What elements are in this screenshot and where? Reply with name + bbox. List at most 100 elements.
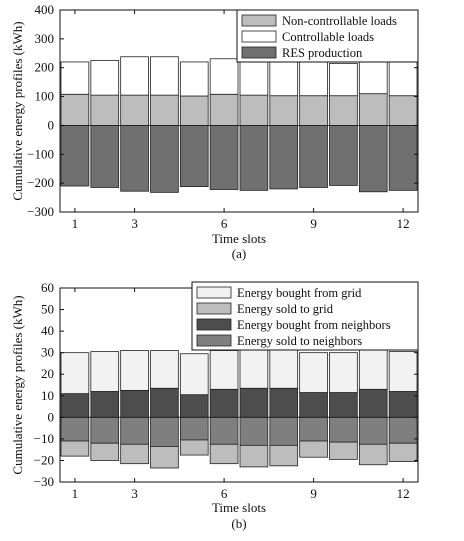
- bar-energy-sold-to-neighbors-7: [239, 416, 269, 446]
- legend-label: Energy bought from neighbors: [237, 318, 391, 332]
- y-tick-label: −10: [34, 431, 54, 446]
- y-axis-label: Cumulative energy profiles (kWh): [10, 295, 25, 474]
- y-tick-label: −200: [27, 175, 54, 190]
- y-tick-label: 10: [41, 388, 54, 403]
- bar-energy-sold-to-neighbors-4: [150, 416, 179, 447]
- bar-energy-bought-from-grid-8: [269, 347, 299, 389]
- bar-energy-bought-from-grid-1: [60, 352, 90, 395]
- bar-energy-bought-from-neighbors-9: [299, 392, 328, 418]
- bar-controllable-loads-3: [120, 56, 149, 96]
- bar-res-production-8: [269, 125, 299, 190]
- bar-energy-sold-to-neighbors-5: [179, 416, 209, 441]
- bar-energy-sold-to-grid-11: [358, 443, 388, 466]
- bar-energy-bought-from-neighbors-11: [358, 388, 388, 418]
- bar-energy-bought-from-grid-2: [90, 351, 120, 392]
- y-tick-label: −100: [27, 146, 54, 161]
- bar-res-production-5: [179, 125, 209, 188]
- bar-energy-bought-from-grid-7: [239, 347, 269, 389]
- bar-energy-bought-from-grid-11: [358, 349, 388, 390]
- bar-energy-bought-from-grid-12: [388, 351, 418, 392]
- bar-non-controllable-loads-2: [90, 94, 120, 126]
- bar-energy-bought-from-grid-5: [179, 353, 209, 396]
- legend-label: Energy sold to grid: [237, 302, 334, 316]
- bar-energy-bought-from-neighbors-12: [388, 391, 418, 418]
- bar-controllable-loads-7: [239, 58, 269, 96]
- bar-energy-sold-to-neighbors-6: [209, 416, 239, 445]
- bar-controllable-loads-5: [179, 61, 209, 97]
- y-tick-label: −20: [34, 452, 54, 467]
- bar-res-production-12: [388, 125, 418, 191]
- legend-label: Energy bought from grid: [237, 286, 362, 300]
- y-axis: −300 −200 −100 0 100 200 300 400: [27, 2, 418, 219]
- legend-swatch: [241, 14, 277, 27]
- bar-non-controllable-loads-3: [120, 94, 149, 126]
- bar-energy-sold-to-neighbors-11: [358, 416, 388, 445]
- chart-b: −30 −20 −10 0 10 20 30 40 50 60 1 3 6 9 12 Time slots Cu…: [10, 280, 419, 531]
- bars: [60, 55, 418, 193]
- bar-energy-bought-from-neighbors-5: [179, 394, 209, 418]
- x-tick-label: 3: [131, 486, 138, 501]
- bar-energy-sold-to-grid-7: [239, 444, 269, 468]
- bar-energy-sold-to-neighbors-2: [90, 416, 120, 444]
- legend-label: Energy sold to neighbors: [237, 334, 362, 348]
- bars: [60, 347, 418, 469]
- y-tick-label: 20: [41, 366, 54, 381]
- x-tick-label: 1: [72, 216, 79, 231]
- legend-swatch: [196, 302, 232, 315]
- x-tick-label: 9: [310, 486, 317, 501]
- bar-non-controllable-loads-5: [179, 95, 209, 126]
- legend-swatch: [196, 286, 232, 299]
- bar-energy-bought-from-neighbors-6: [209, 388, 239, 418]
- legend-label: Controllable loads: [282, 30, 374, 44]
- bar-energy-sold-to-grid-2: [90, 442, 120, 461]
- bar-controllable-loads-1: [60, 61, 90, 95]
- bar-controllable-loads-9: [299, 61, 328, 97]
- y-tick-label: 40: [41, 323, 54, 338]
- y-tick-label: 200: [35, 60, 55, 75]
- bar-energy-sold-to-grid-8: [269, 444, 299, 467]
- x-axis-label: Time slots: [212, 231, 266, 246]
- x-axis: 1 3 6 9 12: [72, 288, 410, 501]
- bar-energy-bought-from-neighbors-4: [150, 387, 179, 418]
- bar-res-production-6: [209, 125, 239, 190]
- y-tick-label: −30: [34, 474, 54, 489]
- bar-energy-bought-from-grid-3: [120, 350, 149, 391]
- bar-energy-sold-to-grid-12: [388, 442, 418, 462]
- bar-non-controllable-loads-8: [269, 95, 299, 126]
- y-tick-label: 400: [35, 2, 55, 17]
- legend: Non-controllable loads Controllable loads…: [236, 9, 419, 63]
- x-tick-label: 6: [221, 216, 228, 231]
- y-tick-label: 60: [41, 280, 54, 295]
- x-tick-label: 3: [131, 216, 138, 231]
- legend-label: Non-controllable loads: [282, 14, 397, 28]
- bar-non-controllable-loads-11: [358, 93, 388, 126]
- y-tick-label: −300: [27, 204, 54, 219]
- bar-energy-sold-to-neighbors-8: [269, 416, 299, 446]
- bar-energy-sold-to-grid-9: [299, 440, 328, 458]
- bar-non-controllable-loads-7: [239, 94, 269, 126]
- bar-energy-bought-from-neighbors-10: [329, 392, 358, 418]
- bar-energy-sold-to-grid-1: [60, 440, 90, 457]
- bar-energy-bought-from-neighbors-3: [120, 389, 149, 418]
- bar-energy-sold-to-grid-5: [179, 439, 209, 456]
- y-axis-label: Cumulative energy profiles (kWh): [10, 21, 25, 200]
- bar-res-production-4: [150, 125, 179, 193]
- bar-non-controllable-loads-6: [209, 93, 239, 126]
- x-tick-label: 12: [397, 216, 410, 231]
- y-tick-label: 0: [48, 117, 55, 132]
- bar-energy-bought-from-grid-4: [150, 350, 179, 389]
- x-axis: 1 3 6 9 12: [72, 10, 410, 231]
- bar-energy-sold-to-neighbors-12: [388, 416, 418, 444]
- x-axis-label: Time slots: [212, 500, 266, 515]
- bar-energy-sold-to-grid-6: [209, 443, 239, 465]
- legend-swatch: [241, 30, 277, 43]
- bar-controllable-loads-4: [150, 56, 179, 96]
- y-tick-label: 100: [35, 89, 55, 104]
- bar-energy-sold-to-neighbors-1: [60, 416, 90, 442]
- legend-swatch: [196, 334, 232, 347]
- bar-controllable-loads-12: [388, 57, 418, 97]
- chart-a: −300 −200 −100 0 100 200 300 400 1 3 6 9 12 Time slot…: [10, 2, 419, 261]
- bar-non-controllable-loads-10: [329, 95, 358, 126]
- bar-energy-sold-to-grid-10: [329, 441, 358, 460]
